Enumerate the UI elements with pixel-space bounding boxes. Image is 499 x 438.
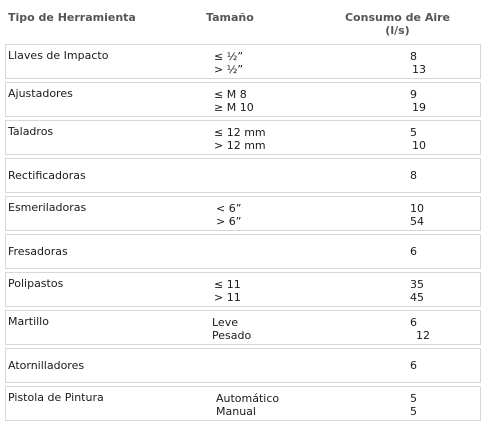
air-value: 6 bbox=[410, 245, 417, 258]
air-consumption-values: 8 13 bbox=[410, 50, 450, 76]
tool-sizes: Leve Pesado bbox=[206, 316, 326, 342]
header-size: Tamaño bbox=[206, 11, 254, 24]
tool-name: Taladros bbox=[8, 125, 54, 138]
air-value: 6 bbox=[410, 316, 417, 329]
air-value: 45 bbox=[410, 291, 424, 304]
table-row: Taladros ≤ 12 mm > 12 mm 5 10 bbox=[5, 120, 481, 155]
tool-sizes: Automático Manual bbox=[206, 392, 326, 418]
air-value: 9 bbox=[410, 88, 417, 101]
tool-name: Llaves de Impacto bbox=[8, 49, 109, 62]
air-value: 5 bbox=[410, 405, 417, 418]
air-value: 35 bbox=[410, 278, 424, 291]
tool-name: Atornilladores bbox=[8, 359, 85, 372]
tool-table-body: Llaves de Impacto ≤ ½” > ½” 8 13 Ajustadores ≤… bbox=[5, 44, 481, 424]
header-air-label: Consumo de Aire bbox=[344, 11, 451, 24]
air-value: 19 bbox=[412, 101, 426, 114]
size-value: ≤ 12 mm bbox=[214, 126, 266, 139]
size-value: Pesado bbox=[212, 329, 252, 342]
air-consumption-values: 5 10 bbox=[410, 126, 450, 152]
table-row: Ajustadores ≤ M 8 ≥ M 10 9 19 bbox=[5, 82, 481, 117]
tool-sizes: ≤ M 8 ≥ M 10 bbox=[206, 88, 326, 114]
air-consumption-values: 6 bbox=[410, 359, 450, 372]
air-consumption-values: 8 bbox=[410, 169, 450, 182]
tool-name: Ajustadores bbox=[8, 87, 73, 100]
size-value: ≥ M 10 bbox=[214, 101, 254, 114]
table-row: Atornilladores 6 bbox=[5, 348, 481, 383]
header-tool-type: Tipo de Herramienta bbox=[8, 11, 136, 24]
tool-name: Esmeriladoras bbox=[8, 201, 87, 214]
tool-name: Polipastos bbox=[8, 277, 64, 290]
table-row: Fresadoras 6 bbox=[5, 234, 481, 269]
tool-name: Pistola de Pintura bbox=[8, 391, 104, 404]
size-value: Manual bbox=[216, 405, 256, 418]
table-row: Polipastos ≤ 11 > 11 35 45 bbox=[5, 272, 481, 307]
size-value: Leve bbox=[212, 316, 238, 329]
air-value: 6 bbox=[410, 359, 417, 372]
table-row: Esmeriladoras < 6” > 6” 10 54 bbox=[5, 196, 481, 231]
size-value: > 11 bbox=[214, 291, 241, 304]
size-value: Automático bbox=[216, 392, 280, 405]
table-header: Tipo de Herramienta Tamaño Consumo de Ai… bbox=[0, 0, 499, 44]
air-value: 10 bbox=[410, 202, 424, 215]
air-value: 8 bbox=[410, 169, 417, 182]
tool-sizes: ≤ ½” > ½” bbox=[206, 50, 326, 76]
size-value: < 6” bbox=[216, 202, 242, 215]
air-value: 5 bbox=[410, 392, 417, 405]
air-consumption-values: 6 bbox=[410, 245, 450, 258]
air-value: 8 bbox=[410, 50, 417, 63]
tool-sizes: ≤ 12 mm > 12 mm bbox=[206, 126, 326, 152]
tool-sizes: ≤ 11 > 11 bbox=[206, 278, 326, 304]
table-row: Rectificadoras 8 bbox=[5, 158, 481, 193]
air-value: 10 bbox=[412, 139, 426, 152]
table-row: Martillo Leve Pesado 6 12 bbox=[5, 310, 481, 345]
tool-name: Rectificadoras bbox=[8, 169, 86, 182]
air-value: 54 bbox=[410, 215, 424, 228]
header-air-consumption: Consumo de Aire (l/s) bbox=[330, 11, 465, 37]
header-air-unit: (l/s) bbox=[385, 24, 410, 37]
tool-sizes: < 6” > 6” bbox=[206, 202, 326, 228]
air-value: 12 bbox=[416, 329, 430, 342]
size-value: ≤ 11 bbox=[214, 278, 241, 291]
table-row: Pistola de Pintura Automático Manual 5 5 bbox=[5, 386, 481, 421]
air-consumption-values: 35 45 bbox=[410, 278, 450, 304]
size-value: ≤ M 8 bbox=[214, 88, 247, 101]
size-value: > ½” bbox=[214, 63, 244, 76]
size-value: > 12 mm bbox=[214, 139, 266, 152]
size-value: ≤ ½” bbox=[214, 50, 244, 63]
tool-name: Martillo bbox=[8, 315, 49, 328]
air-value: 5 bbox=[410, 126, 417, 139]
air-value: 13 bbox=[412, 63, 426, 76]
air-consumption-values: 6 12 bbox=[410, 316, 450, 342]
size-value: > 6” bbox=[216, 215, 242, 228]
air-consumption-values: 9 19 bbox=[410, 88, 450, 114]
table-row: Llaves de Impacto ≤ ½” > ½” 8 13 bbox=[5, 44, 481, 79]
tool-name: Fresadoras bbox=[8, 245, 68, 258]
air-consumption-values: 10 54 bbox=[410, 202, 450, 228]
